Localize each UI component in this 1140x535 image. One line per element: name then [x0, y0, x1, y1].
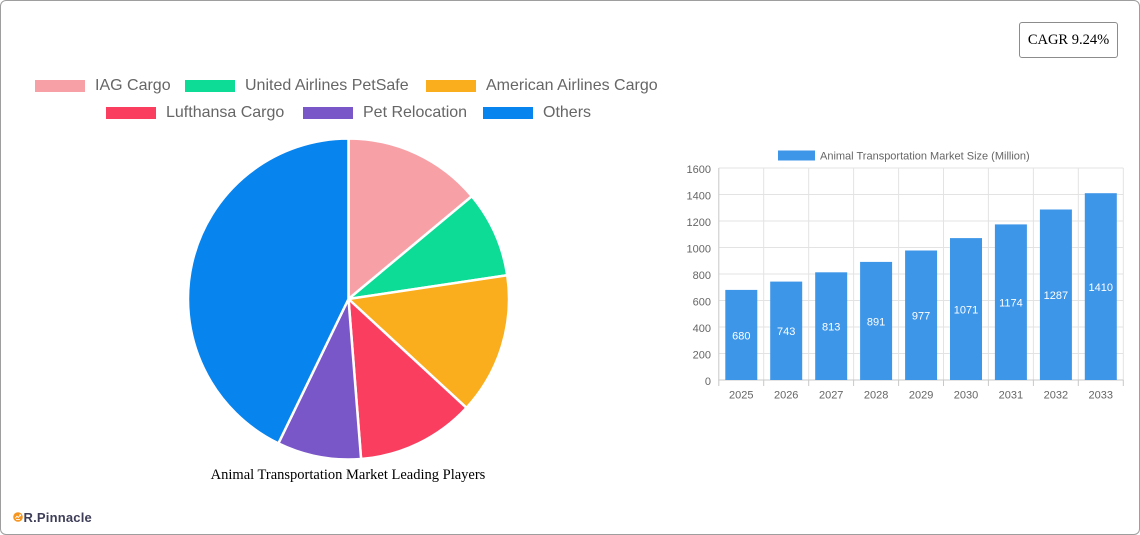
svg-text:2033: 2033 [1089, 390, 1113, 402]
svg-text:1174: 1174 [999, 298, 1023, 310]
svg-text:1000: 1000 [687, 244, 711, 256]
svg-text:2029: 2029 [909, 390, 933, 402]
svg-text:1410: 1410 [1089, 282, 1113, 294]
svg-text:2032: 2032 [1044, 390, 1068, 402]
svg-text:1600: 1600 [687, 164, 711, 176]
svg-text:2027: 2027 [819, 390, 843, 402]
svg-text:Animal Transportation Market S: Animal Transportation Market Size (Milli… [820, 151, 1030, 163]
svg-text:2030: 2030 [954, 390, 978, 402]
svg-text:200: 200 [693, 350, 711, 362]
svg-text:1400: 1400 [687, 191, 711, 203]
svg-text:891: 891 [867, 316, 885, 328]
svg-text:400: 400 [693, 323, 711, 335]
svg-text:1071: 1071 [954, 304, 978, 316]
svg-text:680: 680 [732, 330, 750, 342]
svg-text:1287: 1287 [1044, 290, 1068, 302]
svg-text:0: 0 [705, 376, 711, 388]
svg-text:800: 800 [693, 270, 711, 282]
svg-text:1200: 1200 [687, 217, 711, 229]
svg-text:2026: 2026 [774, 390, 798, 402]
svg-text:2031: 2031 [999, 390, 1023, 402]
svg-text:813: 813 [822, 322, 840, 334]
svg-text:600: 600 [693, 297, 711, 309]
svg-text:2025: 2025 [729, 390, 753, 402]
svg-text:977: 977 [912, 311, 930, 323]
svg-text:743: 743 [777, 326, 795, 338]
svg-text:2028: 2028 [864, 390, 888, 402]
